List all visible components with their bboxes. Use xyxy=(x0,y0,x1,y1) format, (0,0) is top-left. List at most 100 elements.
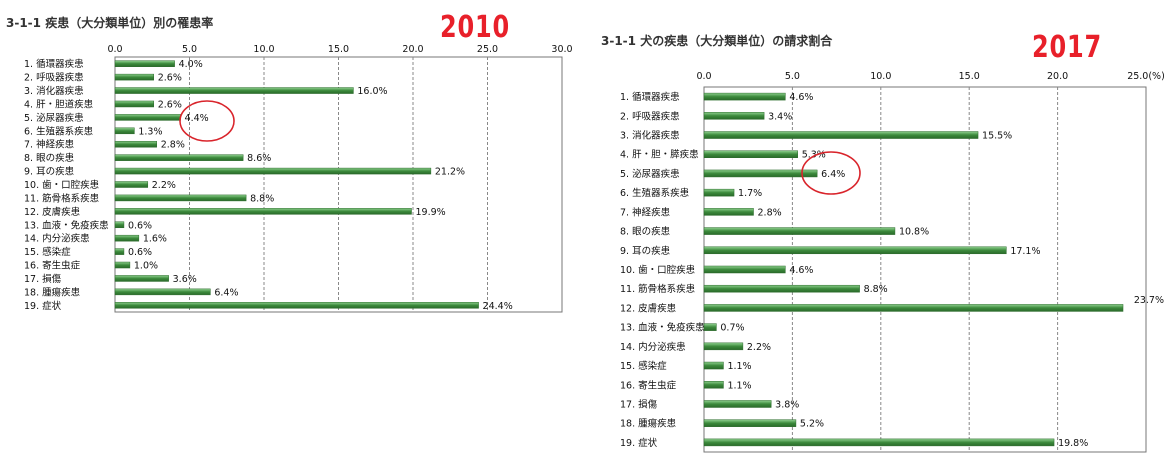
highlight-circle xyxy=(179,100,235,142)
data-label: 3.4% xyxy=(768,111,792,122)
data-label: 4.6% xyxy=(789,92,813,103)
category-label: 10. 歯・口腔疾患 xyxy=(24,179,99,191)
bar xyxy=(703,169,818,178)
x-tick-label: 5.0 xyxy=(785,71,800,82)
bar xyxy=(114,288,211,296)
year-label-2010: 2010 xyxy=(440,10,510,45)
bar xyxy=(703,438,1055,447)
bar xyxy=(703,246,1007,255)
bar xyxy=(114,275,169,282)
x-tick-label: 10.0 xyxy=(870,71,891,82)
bar xyxy=(114,261,131,269)
category-label: 11. 筋骨格系疾患 xyxy=(620,283,695,295)
x-tick-label: 20.0 xyxy=(1047,71,1068,82)
x-tick-label: 25.0 xyxy=(477,44,498,55)
data-label: 1.0% xyxy=(134,261,158,272)
category-label: 14. 内分泌疾患 xyxy=(24,233,90,245)
category-label: 13. 血液・免疫疾患 xyxy=(620,322,705,334)
data-label: 19.8% xyxy=(1058,438,1088,449)
x-tick-label: 30.0 xyxy=(551,44,572,55)
category-label: 18. 腫瘍疾患 xyxy=(620,418,676,430)
bar xyxy=(703,92,786,101)
data-label: 4.4% xyxy=(185,113,209,124)
category-label: 3. 消化器疾患 xyxy=(620,130,680,142)
data-label: 6.4% xyxy=(214,287,238,298)
data-label: 2.2% xyxy=(152,180,176,191)
bar xyxy=(703,227,896,235)
category-label: 12. 皮膚疾患 xyxy=(620,302,676,314)
category-label: 2. 呼吸器疾患 xyxy=(24,72,84,84)
year-label-2017: 2017 xyxy=(1032,30,1102,65)
data-label: 1.1% xyxy=(727,380,751,391)
data-label: 2.2% xyxy=(747,342,771,353)
category-label: 19. 症状 xyxy=(24,300,62,312)
bar xyxy=(703,150,798,158)
bar xyxy=(114,248,125,255)
category-label: 15. 感染症 xyxy=(620,360,667,372)
category-label: 11. 筋骨格系疾患 xyxy=(24,192,99,204)
data-label: 4.0% xyxy=(179,59,203,70)
bar xyxy=(114,181,149,188)
data-label: 17.1% xyxy=(1010,246,1040,257)
chart-2017-title: 3-1-1 犬の疾患（大分類単位）の請求割合 xyxy=(601,34,833,48)
data-label: 6.4% xyxy=(821,169,845,180)
bar xyxy=(703,265,786,274)
data-label: 1.7% xyxy=(738,188,762,199)
data-label: 4.6% xyxy=(789,265,813,276)
bar xyxy=(703,188,735,197)
category-label: 12. 皮膚疾患 xyxy=(24,206,80,218)
bar xyxy=(114,234,140,242)
data-label: 1.6% xyxy=(143,234,167,245)
bar xyxy=(703,323,717,331)
data-label: 0.6% xyxy=(128,220,152,231)
bar xyxy=(703,304,1124,312)
category-label: 5. 泌尿器疾患 xyxy=(620,168,680,180)
bar xyxy=(703,131,979,139)
category-label: 7. 神経疾患 xyxy=(620,206,670,218)
category-label: 16. 寄生虫症 xyxy=(620,379,677,391)
data-label: 8.8% xyxy=(864,284,888,295)
bar xyxy=(703,284,860,293)
x-tick-label: 10.0 xyxy=(253,44,274,55)
category-label: 5. 泌尿器疾患 xyxy=(24,112,84,124)
chart-2010-title: 3-1-1 疾患（大分類単位）別の罹患率 xyxy=(6,16,214,30)
category-label: 8. 眼の疾患 xyxy=(24,152,74,164)
x-tick-label: 0.0 xyxy=(696,71,711,82)
category-label: 17. 損傷 xyxy=(24,273,62,285)
category-label: 14. 内分泌疾患 xyxy=(620,341,686,353)
category-label: 16. 寄生虫症 xyxy=(24,260,81,272)
category-label: 6. 生殖器系疾患 xyxy=(24,125,93,137)
data-label: 2.6% xyxy=(158,99,182,110)
category-label: 17. 損傷 xyxy=(620,398,658,410)
bar xyxy=(114,127,135,135)
category-label: 2. 呼吸器疾患 xyxy=(620,110,680,122)
x-tick-label: 15.0 xyxy=(959,71,980,82)
data-label: 2.8% xyxy=(758,207,782,218)
category-label: 10. 歯・口腔疾患 xyxy=(620,264,695,276)
data-label: 24.4% xyxy=(483,301,513,312)
data-label: 10.8% xyxy=(899,227,929,238)
bar xyxy=(114,221,125,229)
x-tick-label: 20.0 xyxy=(402,44,423,55)
data-label: 3.8% xyxy=(775,399,799,410)
category-label: 3. 消化器疾患 xyxy=(24,85,84,97)
category-label: 4. 肝・胆・膵疾患 xyxy=(620,149,699,161)
data-label: 8.8% xyxy=(250,193,274,204)
bar xyxy=(114,100,154,108)
data-label: 1.3% xyxy=(138,126,162,137)
bar xyxy=(703,381,724,389)
category-label: 4. 肝・胆道疾患 xyxy=(24,98,93,110)
data-label: 3.6% xyxy=(173,274,197,285)
bar xyxy=(114,302,479,309)
bar xyxy=(703,112,765,120)
data-label: 23.7% xyxy=(1134,295,1164,306)
data-label: 21.2% xyxy=(435,167,465,178)
data-label: 2.6% xyxy=(158,73,182,84)
data-label: 8.6% xyxy=(247,153,271,164)
x-tick-label: 0.0 xyxy=(107,44,122,55)
category-label: 18. 腫瘍疾患 xyxy=(24,286,80,298)
data-label: 15.5% xyxy=(982,131,1012,142)
bar xyxy=(703,361,724,370)
